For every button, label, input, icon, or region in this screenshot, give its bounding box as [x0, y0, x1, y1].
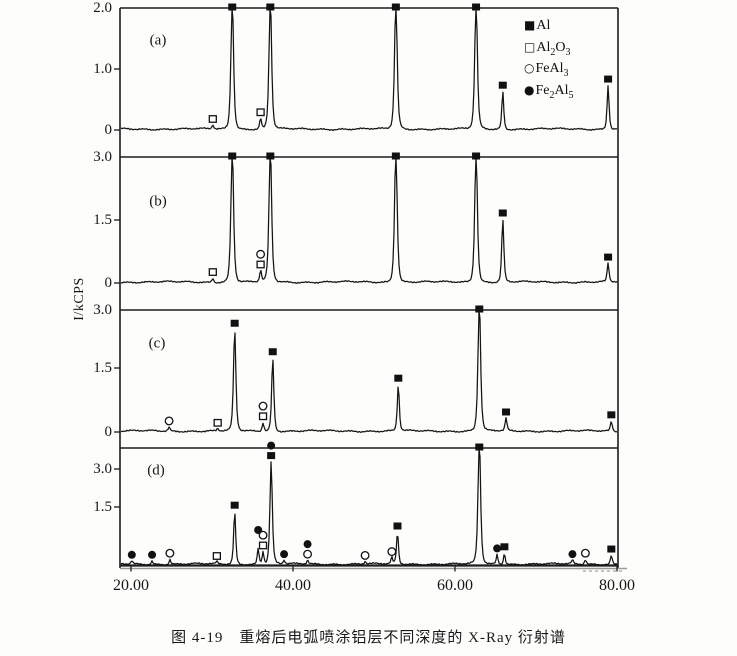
al-filled-square-marker — [475, 305, 484, 313]
legend-item-al: ■Al — [524, 15, 573, 37]
feal3-open-circle-marker — [387, 547, 397, 557]
al-filled-square-marker — [498, 209, 507, 217]
y-tick-label: 0 — [104, 275, 113, 291]
legend: ■Al □Al2O3 ○FeAl3 ●Fe2Al5 — [524, 15, 573, 101]
panel-label-c: (c) — [148, 335, 166, 352]
legend-label-fe2al5: Fe2Al5 — [535, 82, 574, 101]
fe2al5-filled-circle-marker — [148, 550, 157, 559]
filled-circle-icon: ● — [524, 82, 535, 97]
panel-label-d: (d) — [147, 462, 165, 479]
legend-item-fe2al5: ●Fe2Al5 — [524, 80, 573, 102]
fe2al5-filled-circle-marker — [280, 550, 289, 559]
x-tick-label: 40.00 — [275, 577, 311, 594]
al-filled-square-marker — [502, 408, 511, 416]
feal3-open-circle-marker — [258, 530, 268, 540]
xrd-trace-a — [120, 7, 618, 132]
al-filled-square-marker — [267, 452, 276, 460]
fe2al5-filled-circle-marker — [493, 544, 502, 553]
open-circle-icon: ○ — [524, 61, 535, 75]
y-tick-label: 1.5 — [93, 499, 112, 515]
y-tick-label: 1.0 — [93, 61, 112, 77]
al2o3-open-square-marker — [208, 115, 217, 123]
al-filled-square-marker — [266, 3, 275, 11]
feal3-open-circle-marker — [165, 548, 175, 558]
al-filled-square-marker — [472, 152, 481, 160]
al-filled-square-marker — [604, 253, 613, 261]
al-filled-square-marker — [228, 3, 237, 11]
al-filled-square-marker — [228, 152, 237, 160]
fe2al5-filled-circle-marker — [127, 550, 136, 559]
x-tick-label: 60.00 — [437, 577, 473, 594]
legend-label-feal3: FeAl3 — [535, 61, 569, 79]
al-filled-square-marker — [391, 3, 400, 11]
al-filled-square-marker — [230, 501, 239, 509]
feal3-open-circle-marker — [256, 249, 266, 259]
open-square-icon: □ — [524, 39, 536, 54]
al2o3-open-square-marker — [212, 552, 222, 560]
al-filled-square-marker — [475, 443, 484, 451]
al-filled-square-marker — [391, 152, 400, 160]
panel-label-b: (b) — [149, 193, 167, 210]
al-filled-square-marker — [604, 75, 613, 83]
al2o3-open-square-marker — [258, 412, 268, 421]
y-tick-label: 1.5 — [93, 212, 112, 228]
fe2al5-filled-circle-marker — [568, 550, 577, 559]
al2o3-open-square-marker — [258, 541, 268, 550]
y-tick-label: 3.0 — [93, 461, 112, 477]
feal3-open-circle-marker — [360, 550, 370, 560]
al-filled-square-marker — [393, 522, 402, 530]
figure-caption: 图 4-19 重熔后电弧喷涂铝层不同深度的 X-Ray 衍射谱 — [171, 630, 566, 646]
al2o3-open-square-marker — [208, 268, 217, 276]
al-filled-square-marker — [266, 152, 275, 160]
y-tick-label: 3.0 — [93, 302, 112, 318]
x-tick-label: 80.00 — [599, 577, 635, 594]
y-tick-label: 2.0 — [93, 0, 112, 16]
al-filled-square-marker — [268, 348, 277, 356]
al-filled-square-marker — [472, 3, 481, 11]
fe2al5-filled-circle-marker — [267, 441, 276, 450]
al-filled-square-marker — [607, 545, 616, 553]
al-filled-square-marker — [500, 543, 509, 551]
legend-label-al2o3: Al2O3 — [536, 39, 571, 58]
al-filled-square-marker — [607, 411, 616, 419]
fe2al5-filled-circle-marker — [303, 540, 312, 549]
feal3-open-circle-marker — [303, 549, 313, 559]
y-tick-label: 0 — [104, 424, 113, 440]
legend-item-al2o3: □Al2O3 — [524, 37, 573, 59]
al2o3-open-square-marker — [256, 260, 265, 269]
x-tick-label: 20.00 — [113, 577, 149, 594]
xrd-trace-c — [120, 309, 618, 434]
xrd-trace-b — [120, 156, 618, 285]
y-tick-label: 1.5 — [93, 360, 112, 376]
al-filled-square-marker — [498, 81, 507, 89]
feal3-open-circle-marker — [164, 416, 174, 426]
y-tick-label: 3.0 — [93, 149, 112, 165]
legend-label-al: Al — [536, 18, 551, 33]
al2o3-open-square-marker — [256, 108, 265, 117]
filled-square-icon: ■ — [524, 18, 536, 32]
feal3-open-circle-marker — [258, 401, 268, 411]
al-filled-square-marker — [394, 374, 403, 382]
panel-label-a: (a) — [149, 32, 167, 49]
feal3-open-circle-marker — [580, 548, 590, 558]
xrd-trace-d — [120, 447, 618, 567]
al2o3-open-square-marker — [213, 418, 222, 427]
legend-item-feal3: ○FeAl3 — [524, 58, 573, 80]
al-filled-square-marker — [230, 319, 239, 327]
y-tick-label: 0 — [104, 122, 113, 138]
